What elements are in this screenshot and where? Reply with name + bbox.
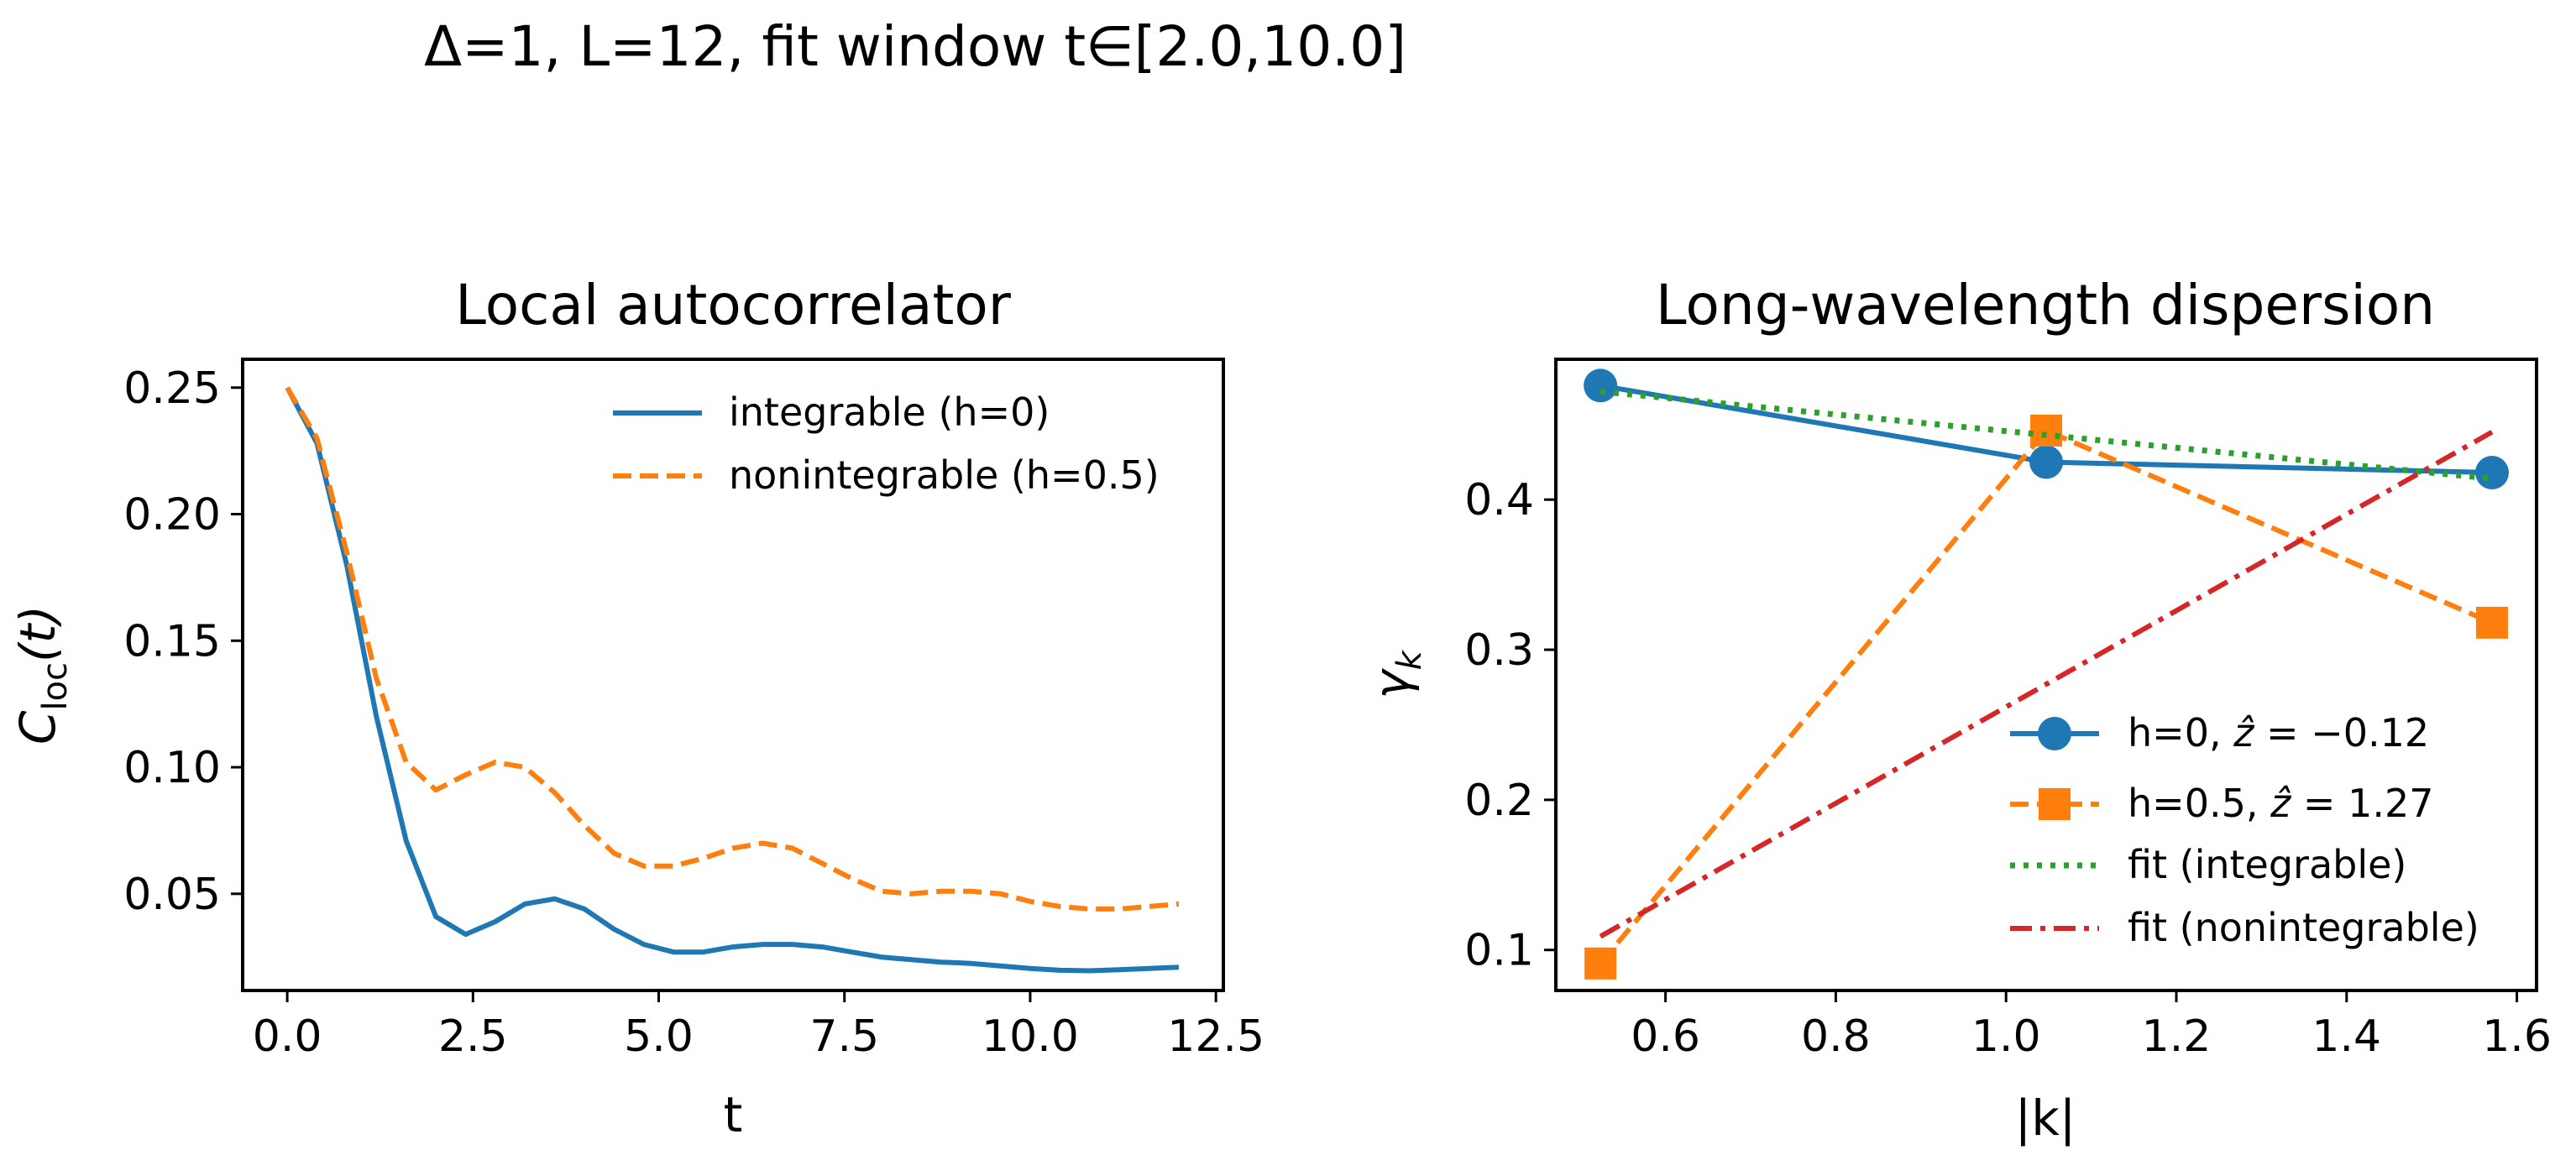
chart-local-autocorrelator: Local autocorrelator 0.0 2.5 5.0 7.5 10.0 12.… bbox=[9, 273, 1264, 1143]
x-tick-label: 1.0 bbox=[1971, 1011, 2041, 1062]
legend-label-nonintegrable: nonintegrable (h=0.5) bbox=[729, 452, 1160, 498]
series-line-1-0 bbox=[285, 386, 1180, 974]
data-point-2-1 bbox=[2030, 414, 2063, 447]
x-tick-label: 7.5 bbox=[809, 1011, 879, 1062]
legend-label-integrable: integrable (h=0) bbox=[729, 389, 1050, 435]
chart-2-plot-frame bbox=[1554, 358, 2538, 992]
x-tick-label: 1.6 bbox=[2482, 1011, 2552, 1062]
x-tick-label: 1.4 bbox=[2312, 1011, 2381, 1062]
legend-label-fit-integrable: fit (integrable) bbox=[2128, 842, 2406, 887]
data-point-2-0 bbox=[2029, 445, 2064, 479]
x-tick-label: 2.5 bbox=[438, 1011, 508, 1062]
chart-2-axis-ticks: 0.6 0.8 1.0 1.2 1.4 1.6 0.1 0.2 0.3 0.4 bbox=[1464, 475, 2552, 1062]
chart-2-title: Long-wavelength dispersion bbox=[1656, 273, 2435, 337]
chart-1-plot-frame bbox=[241, 358, 1225, 992]
y-tick-label: 0.1 bbox=[1464, 926, 1534, 976]
x-tick-label: 0.8 bbox=[1801, 1011, 1871, 1062]
chart-1-ylabel: Cloc(t) bbox=[9, 605, 75, 745]
series-line-2-2 bbox=[1600, 388, 2493, 482]
data-point-2-0 bbox=[1584, 368, 1618, 403]
data-point-2-1 bbox=[1584, 947, 1617, 980]
x-tick-label: 12.5 bbox=[1167, 1011, 1264, 1062]
series-line-1-1 bbox=[285, 386, 1180, 912]
x-tick-label: 0.6 bbox=[1631, 1011, 1700, 1062]
x-tick-label: 10.0 bbox=[982, 1011, 1079, 1062]
chart-1-xlabel: t bbox=[724, 1086, 743, 1143]
data-point-2-0 bbox=[2474, 456, 2509, 490]
y-tick-label: 0.4 bbox=[1464, 475, 1534, 525]
chart-1-axis-ticks: 0.0 2.5 5.0 7.5 10.0 12.5 0.05 0.10 0.15 0.20 0.25 bbox=[123, 363, 1264, 1062]
chart-2-xlabel: |k| bbox=[2015, 1090, 2076, 1147]
series-line-2-3 bbox=[1599, 430, 2494, 939]
chart-1-series bbox=[285, 386, 1180, 974]
y-tick-label: 0.10 bbox=[123, 743, 221, 793]
legend-label-fit-nonintegrable: fit (nonintegrable) bbox=[2128, 905, 2479, 950]
chart-1-legend: integrable (h=0) nonintegrable (h=0.5) bbox=[613, 389, 1160, 498]
x-tick-label: 1.2 bbox=[2142, 1011, 2212, 1062]
y-tick-label: 0.05 bbox=[123, 870, 221, 920]
y-tick-label: 0.3 bbox=[1464, 625, 1534, 676]
y-tick-label: 0.20 bbox=[123, 490, 221, 541]
y-tick-label: 0.25 bbox=[123, 363, 221, 414]
legend-label-h0: h=0, ẑ = −0.12 bbox=[2128, 710, 2429, 755]
y-tick-label: 0.15 bbox=[123, 616, 221, 666]
y-tick-label: 0.2 bbox=[1464, 776, 1534, 826]
chart-1-title: Local autocorrelator bbox=[455, 273, 1012, 337]
legend-marker-h0 bbox=[2038, 717, 2071, 750]
chart-2-series bbox=[1584, 368, 2509, 980]
chart-2-legend: h=0, ẑ = −0.12 h=0.5, ẑ = 1.27 fit (inte… bbox=[2010, 710, 2479, 950]
legend-label-h05: h=0.5, ẑ = 1.27 bbox=[2128, 781, 2433, 826]
legend-marker-h05 bbox=[2039, 788, 2071, 820]
series-line-2-1 bbox=[1598, 427, 2494, 965]
chart-2-ylabel: γk bbox=[1364, 649, 1429, 698]
data-point-2-1 bbox=[2475, 606, 2508, 639]
x-tick-label: 0.0 bbox=[253, 1011, 322, 1062]
figure-suptitle: Δ=1, L=12, fit window t∈[2.0,10.0] bbox=[424, 14, 1406, 79]
x-tick-label: 5.0 bbox=[624, 1011, 694, 1062]
chart-long-wavelength-dispersion: Long-wavelength dispersion 0.6 0.8 1.0 1.2 1… bbox=[1364, 273, 2552, 1147]
